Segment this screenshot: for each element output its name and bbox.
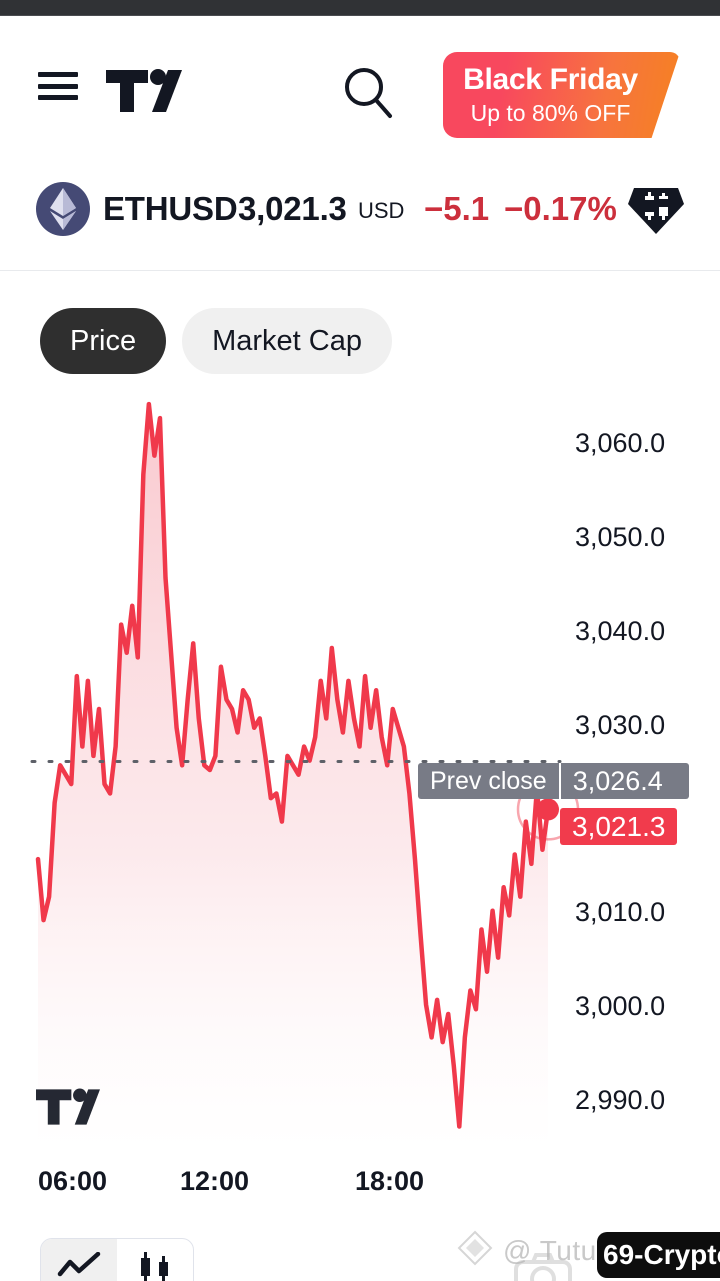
top-navigation-bar: Black Friday Up to 80% OFF: [0, 16, 720, 140]
price-axis-label: 3,060.0: [575, 428, 666, 459]
price-axis-label: 3,010.0: [575, 897, 666, 928]
price-marketcap-tabs: Price Market Cap: [40, 308, 392, 374]
promo-subtitle: Up to 80% OFF: [470, 100, 631, 126]
ticker-header-row[interactable]: [0, 140, 720, 271]
promo-title: Black Friday: [463, 63, 638, 96]
gem-candles-icon[interactable]: [626, 182, 686, 243]
diamond-icon: [455, 1228, 495, 1273]
status-bar: [0, 0, 720, 16]
price-axis-label: 3,040.0: [575, 616, 666, 646]
price-axis-label: 2,990.0: [575, 1085, 666, 1116]
time-axis-labels: 06:00 12:00 18:00: [0, 1160, 720, 1200]
symbol-currency: USD: [358, 198, 405, 223]
tab-price[interactable]: Price: [40, 308, 167, 374]
symbol-change-absolute: −5.1: [424, 190, 490, 227]
chart-type-toggle: [40, 1238, 194, 1281]
black-friday-promo-banner[interactable]: Black Friday Up to 80% OFF: [443, 52, 680, 138]
tradingview-logo[interactable]: [106, 66, 182, 121]
tab-market-cap[interactable]: Market Cap: [182, 308, 392, 374]
price-chart-svg[interactable]: [0, 390, 720, 1150]
price-axis-label: 3,000.0: [575, 991, 666, 1022]
symbol-name[interactable]: ETHUSD: [103, 190, 238, 227]
user-watermark-highlight: 69-Crypto: [597, 1232, 720, 1278]
tradingview-logo-watermark: [36, 1085, 100, 1134]
line-chart-icon[interactable]: [41, 1239, 117, 1281]
time-axis-label: 06:00: [38, 1166, 108, 1196]
prev-close-label: Prev close: [418, 763, 559, 799]
time-axis-label: 18:00: [355, 1166, 425, 1196]
prev-close-tag: Prev close 3,026.4: [418, 763, 689, 799]
camera-icon: [513, 1252, 573, 1281]
price-axis-label: 3,050.0: [575, 522, 666, 553]
prev-close-value: 3,026.4: [558, 763, 689, 799]
bottom-toolbar: [40, 1238, 194, 1281]
price-chart[interactable]: [0, 390, 720, 1150]
symbol-change-percent: −0.17%: [504, 190, 617, 227]
price-axis-label: 3,030.0: [575, 709, 666, 740]
candlestick-chart-icon[interactable]: [117, 1239, 193, 1281]
hamburger-menu-icon[interactable]: [38, 72, 78, 100]
search-icon[interactable]: [342, 66, 394, 126]
symbol-price: 3,021.3: [238, 190, 347, 227]
time-axis-label: 12:00: [180, 1166, 250, 1196]
last-price-tag: 3,021.3: [560, 808, 678, 845]
ethereum-logo-icon: [36, 182, 90, 236]
